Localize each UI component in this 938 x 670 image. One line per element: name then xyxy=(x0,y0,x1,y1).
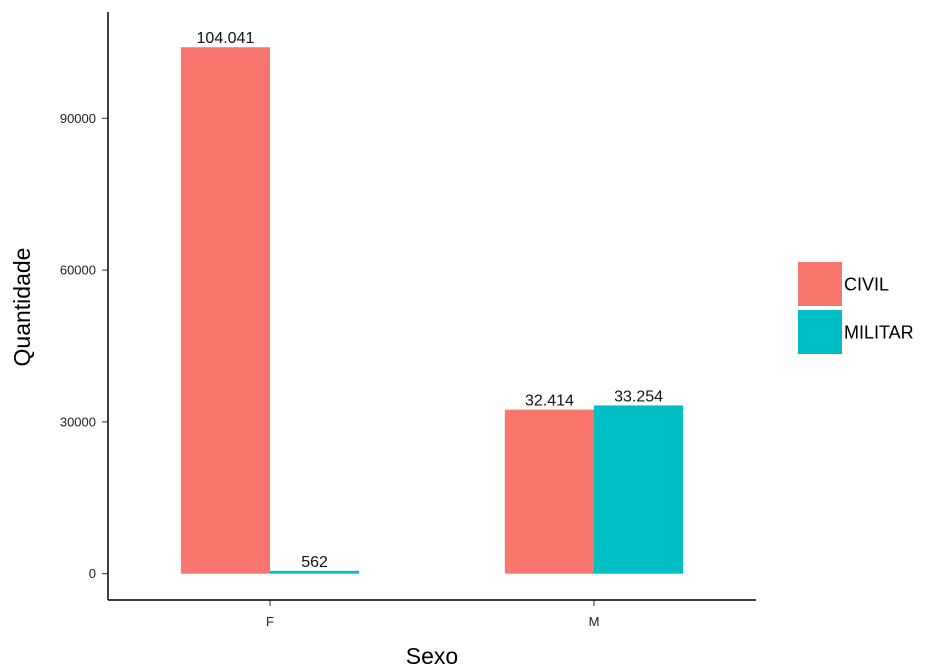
plot-area: 0 30000 60000 90000 F 104.041 562 M 32.414 33.254 xyxy=(60,30,684,629)
y-axis-title: Quantidade xyxy=(9,248,35,367)
y-tick-label: 30000 xyxy=(60,414,96,429)
y-tick-label: 60000 xyxy=(60,263,96,278)
data-label: 104.041 xyxy=(197,30,255,47)
legend-label-militar: MILITAR xyxy=(844,323,914,343)
x-axis-title: Sexo xyxy=(406,643,458,669)
legend-swatch-civil xyxy=(798,262,842,306)
legend: CIVIL MILITAR xyxy=(798,262,914,354)
bar-civil-m xyxy=(504,409,594,574)
data-label: 32.414 xyxy=(525,393,574,410)
y-tick-label: 0 xyxy=(89,566,96,581)
data-label: 562 xyxy=(301,554,328,571)
x-tick-label: F xyxy=(266,614,274,629)
x-tick-label: M xyxy=(589,614,600,629)
y-tick-label: 90000 xyxy=(60,111,96,126)
bar-civil-f xyxy=(180,47,270,574)
legend-label-civil: CIVIL xyxy=(844,275,889,295)
legend-swatch-militar xyxy=(798,310,842,354)
data-label: 33.254 xyxy=(614,388,663,405)
bar-militar-m xyxy=(594,405,684,574)
bar-militar-f xyxy=(270,570,360,574)
